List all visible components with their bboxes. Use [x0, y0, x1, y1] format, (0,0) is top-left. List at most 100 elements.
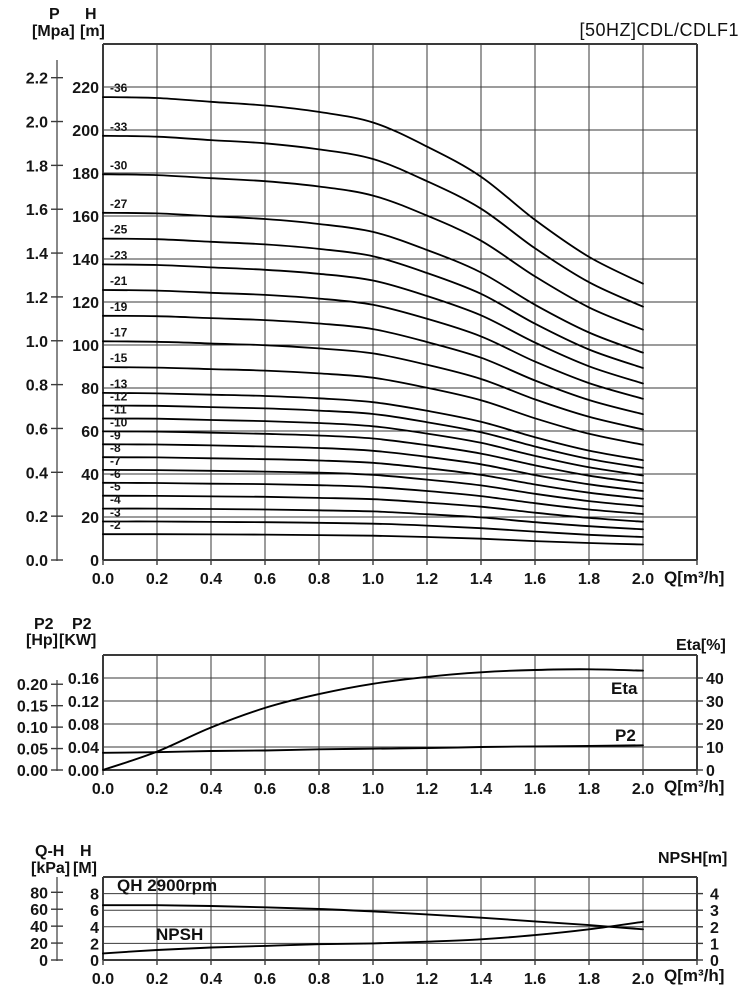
- outer-axis-tick-label: 0.4: [26, 465, 48, 482]
- curve-label--13: -13: [110, 377, 128, 391]
- curve-label--7: -7: [110, 454, 121, 468]
- npsh-tick-label: 0: [710, 953, 719, 970]
- curve-label--25: -25: [110, 223, 128, 237]
- p-axis-unit: [Mpa]: [32, 23, 75, 40]
- x-tick-label: 0.0: [92, 971, 114, 988]
- outer-axis-tick-label: 2.2: [26, 71, 48, 88]
- x-tick-label: 2.0: [632, 781, 654, 798]
- x-tick-label: 2.0: [632, 571, 654, 588]
- curve--5: [102, 494, 644, 523]
- curve--19: [102, 314, 644, 416]
- h-tick-label: 220: [72, 80, 99, 97]
- curve-label--15: -15: [110, 351, 128, 365]
- curve--15: [102, 366, 644, 446]
- curve-label--21: -21: [110, 274, 128, 288]
- h-axis-title: H: [85, 6, 97, 23]
- m-tick-label: 4: [90, 920, 99, 937]
- eta-tick-label: 0: [706, 763, 715, 780]
- x-tick-label: 1.2: [416, 971, 438, 988]
- npsh-tick-label: 1: [710, 936, 719, 953]
- h-tick-label: 120: [72, 295, 99, 312]
- outer-axis-tick-label: 0.00: [17, 763, 48, 780]
- kw-tick-label: 0.16: [68, 671, 99, 688]
- outer-axis-tick-label: 80: [30, 885, 48, 902]
- curve-label--9: -9: [110, 428, 121, 442]
- x-tick-label: 1.0: [362, 781, 384, 798]
- outer-axis-tick-label: 0.8: [26, 378, 48, 395]
- curve-label--11: -11: [110, 403, 127, 417]
- outer-axis-tick-label: 2.0: [26, 115, 48, 132]
- curve-label--10: -10: [110, 415, 128, 429]
- curve-label--4: -4: [110, 493, 121, 507]
- eta-tick-label: 40: [706, 671, 724, 688]
- npsh-curve-label: NPSH: [156, 925, 204, 944]
- h-tick-label: 40: [81, 467, 99, 484]
- outer-axis-tick-label: 40: [30, 919, 48, 936]
- p2-hp-axis-title: P2: [34, 616, 54, 633]
- outer-axis-tick-label: 60: [30, 902, 48, 919]
- eta-axis-label: Eta[%]: [676, 637, 726, 654]
- curve--10: [102, 430, 644, 485]
- x-tick-label: 1.4: [470, 781, 492, 798]
- flow-axis-label-bottom: Q[m³/h]: [664, 966, 725, 985]
- x-tick-label: 0.8: [308, 971, 330, 988]
- curve-label--19: -19: [110, 300, 128, 314]
- curve--3: [102, 520, 644, 538]
- m-tick-label: 8: [90, 887, 99, 904]
- outer-axis-tick-label: 0.20: [17, 677, 48, 694]
- eta-curve-label: Eta: [611, 679, 638, 698]
- npsh-chart: 0.0 0.2 0.4 0.6 0.8 1.0 1.2 1.4 1.6 1.8 2.00246802…: [30, 876, 719, 988]
- qh-axis-title: Q-H: [35, 843, 65, 860]
- h-tick-label: 100: [72, 338, 99, 355]
- curve-label--17: -17: [110, 325, 128, 339]
- power-chart: 0.0 0.2 0.4 0.6 0.8 1.0 1.2 1.4 1.6 1.8 2.0 0.00 0.0…: [17, 654, 724, 798]
- outer-axis-tick-label: 1.2: [26, 290, 48, 307]
- curve-label--23: -23: [110, 248, 128, 262]
- qh-rpm-label: QH 2900rpm: [117, 876, 218, 895]
- curve-label--6: -6: [110, 467, 121, 481]
- h-tick-label: 200: [72, 123, 99, 140]
- x-tick-label: 0.4: [200, 781, 222, 798]
- x-tick-label: 1.6: [524, 571, 546, 588]
- eta-tick-label: 10: [706, 740, 724, 757]
- outer-axis-tick-label: 1.0: [26, 334, 48, 351]
- outer-axis-tick-label: 0.15: [17, 699, 48, 716]
- x-tick-label: 1.8: [578, 971, 600, 988]
- m-tick-label: 2: [90, 936, 99, 953]
- curve--6: [102, 481, 644, 515]
- curve-label--36: -36: [110, 81, 128, 95]
- kw-axis-unit: [KW]: [59, 632, 97, 649]
- h-m-axis-title: H: [80, 843, 92, 860]
- eta-tick-label: 30: [706, 694, 724, 711]
- flow-axis-label-top: Q[m³/h]: [664, 568, 725, 587]
- x-tick-label: 1.0: [362, 971, 384, 988]
- x-tick-label: 1.2: [416, 781, 438, 798]
- x-tick-label: 0.2: [146, 971, 168, 988]
- curve--17: [102, 340, 644, 431]
- m-tick-label: 0: [90, 953, 99, 970]
- curve-label--27: -27: [110, 197, 128, 211]
- curve--11: [102, 417, 644, 477]
- x-tick-label: 1.6: [524, 781, 546, 798]
- outer-axis-tick-label: 0.6: [26, 421, 48, 438]
- kw-tick-label: 0.00: [68, 763, 99, 780]
- kw-tick-label: 0.08: [68, 717, 99, 734]
- curve--23: [102, 263, 644, 385]
- h-tick-label: 60: [81, 424, 99, 441]
- npsh-tick-label: 3: [710, 903, 719, 920]
- curve--21: [102, 289, 644, 400]
- x-tick-label: 1.8: [578, 571, 600, 588]
- curve--2: [102, 533, 644, 546]
- kw-tick-label: 0.12: [68, 694, 99, 711]
- curve--12: [102, 404, 644, 469]
- outer-axis-tick-label: 0.05: [17, 742, 48, 759]
- curve-label--3: -3: [110, 506, 121, 520]
- curve-label--33: -33: [110, 120, 128, 134]
- h-tick-label: 20: [81, 510, 99, 527]
- outer-axis-tick-label: 0.2: [26, 509, 48, 526]
- x-tick-label: 1.0: [362, 571, 384, 588]
- x-tick-label: 0.6: [254, 571, 276, 588]
- x-tick-label: 1.4: [470, 971, 492, 988]
